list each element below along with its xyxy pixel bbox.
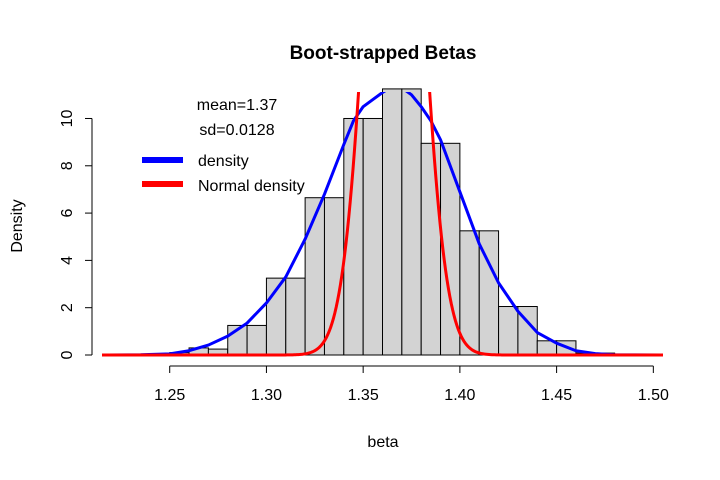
legend: mean=1.37 sd=0.0128 density Normal densi…: [142, 97, 305, 195]
density-curves: [102, 92, 664, 357]
y-tick-label: 10: [59, 109, 76, 127]
x-tick-label: 1.40: [444, 387, 475, 404]
histogram-bar-12: [362, 117, 384, 356]
x-tick-label: 1.35: [348, 387, 379, 404]
y-tick-label: 2: [59, 303, 76, 312]
y-tick-label: 0: [59, 350, 76, 359]
x-tick-label: 1.50: [638, 387, 669, 404]
legend-sd-text: sd=0.0128: [199, 122, 274, 139]
y-axis: 0 2 4 6 8 10: [59, 109, 93, 359]
histogram-bar-8: [285, 277, 306, 356]
y-tick-label: 4: [59, 256, 76, 265]
y-tick-label: 6: [59, 209, 76, 218]
y-tick-label: 8: [59, 161, 76, 170]
legend-label-density: density: [198, 153, 249, 170]
chart-title: Boot-strapped Betas: [290, 43, 477, 64]
y-axis-label: Density: [9, 199, 26, 252]
density-line: [107, 92, 664, 357]
histogram-bar-13: [382, 88, 403, 356]
x-axis: 1.25 1.30 1.35 1.40 1.45 1.50: [154, 365, 669, 404]
normal-density-line: [102, 92, 663, 357]
x-tick-label: 1.25: [154, 387, 185, 404]
histogram-bar-15: [420, 142, 442, 356]
legend-label-normal-density: Normal density: [198, 178, 305, 195]
histogram-bars: [130, 88, 616, 356]
histogram-bar-6: [246, 324, 267, 356]
histogram-bar-9: [304, 197, 325, 356]
histogram-bar-19: [498, 306, 519, 356]
x-tick-label: 1.30: [251, 387, 282, 404]
legend-mean-text: mean=1.37: [197, 97, 278, 114]
x-axis-label: beta: [367, 434, 398, 451]
histogram-bar-14: [401, 88, 422, 356]
x-tick-label: 1.45: [541, 387, 572, 404]
